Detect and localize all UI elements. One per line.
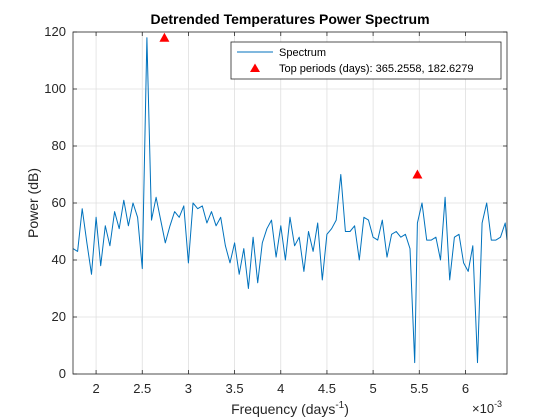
x-tick-label: 4.5 xyxy=(318,381,336,396)
x-tick-label: 2.5 xyxy=(133,381,151,396)
peak-marker xyxy=(159,32,170,42)
plot-area xyxy=(72,32,508,364)
x-tick-label: 6 xyxy=(462,381,469,396)
chart-title: Detrended Temperatures Power Spectrum xyxy=(150,11,429,27)
legend-spectrum-label: Spectrum xyxy=(279,47,326,59)
legend: Spectrum Top periods (days): 365.2558, 1… xyxy=(230,41,502,80)
x-axis-label-exponent: -1 xyxy=(335,400,344,411)
y-tick-label: 100 xyxy=(44,81,66,96)
x-axis-label: Frequency (days-1) xyxy=(231,400,349,417)
x-tick-label: 5.5 xyxy=(410,381,428,396)
legend-peaks-marker xyxy=(250,63,260,72)
x-tick-label: 3 xyxy=(185,381,192,396)
x-axis-label-main: Frequency (days xyxy=(231,401,335,417)
x-tick-label: 4 xyxy=(277,381,284,396)
legend-peaks-label: Top periods (days): 365.2558, 182.6279 xyxy=(279,63,473,75)
x-axis-multiplier-base: ×10 xyxy=(472,401,494,416)
y-tick-label: 20 xyxy=(52,309,66,324)
x-tick-label: 3.5 xyxy=(226,381,244,396)
y-tick-label: 0 xyxy=(59,366,66,381)
x-tick-label: 2 xyxy=(92,381,99,396)
y-axis-label: Power (dB) xyxy=(25,168,41,238)
ticks xyxy=(73,31,507,375)
x-tick-label: 5 xyxy=(369,381,376,396)
legend-box xyxy=(230,41,502,80)
y-tick-label: 40 xyxy=(52,252,66,267)
x-axis-multiplier: ×10-3 xyxy=(472,399,502,416)
y-tick-label: 80 xyxy=(52,138,66,153)
y-tick-label: 60 xyxy=(52,195,66,210)
x-axis-label-close: ) xyxy=(344,401,349,417)
spectrum-line xyxy=(72,37,508,364)
x-axis-multiplier-exponent: -3 xyxy=(494,399,502,409)
peak-marker xyxy=(412,169,423,179)
y-tick-label: 120 xyxy=(44,24,66,39)
